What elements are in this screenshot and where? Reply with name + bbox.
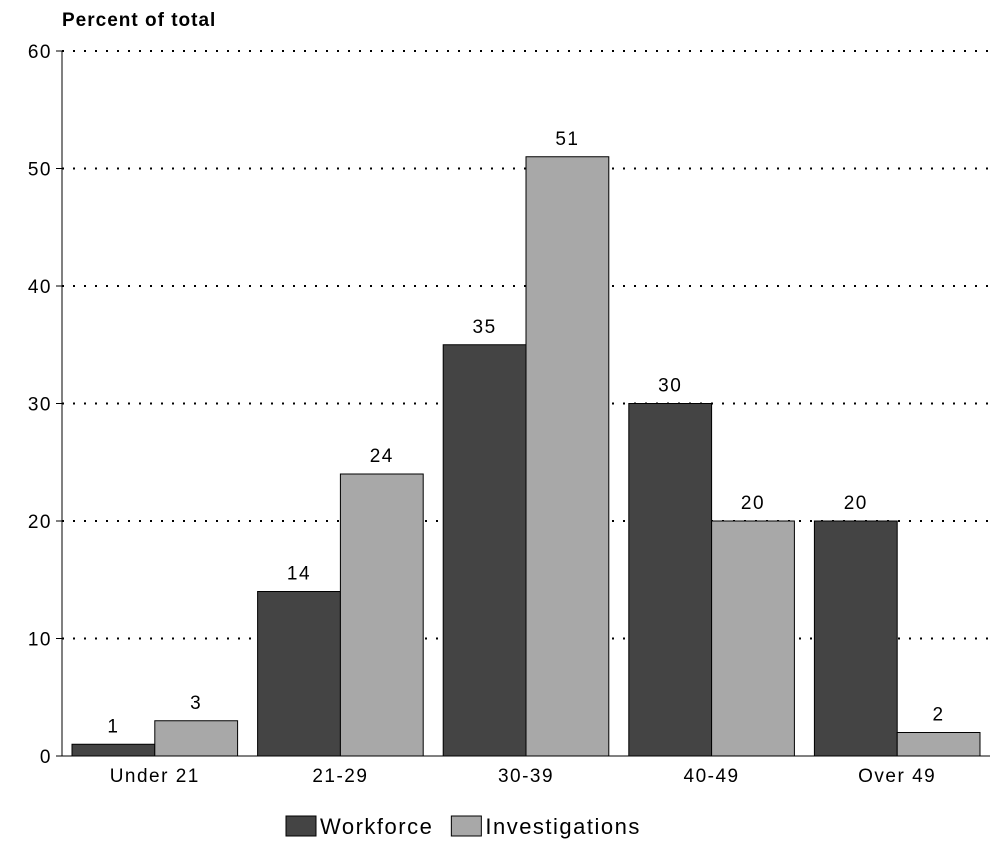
axes: 0 10 20 30 40 50 60 Under 21 21-29 30-39 40-49 Over…: [28, 42, 990, 787]
bar-workforce-2: [442, 344, 527, 757]
legend-swatch-investigations: [450, 815, 482, 837]
bar-workforce-4: [813, 520, 898, 757]
data-label: 30: [658, 376, 682, 397]
data-label: 20: [844, 493, 868, 514]
y-tick-label: 30: [28, 395, 52, 416]
data-label: 35: [473, 317, 497, 338]
y-axis-title: Percent of total: [62, 10, 216, 31]
y-tick-label: 0: [40, 747, 52, 768]
y-tick-label: 60: [28, 42, 52, 63]
legend-label-workforce: Workforce: [320, 814, 433, 839]
x-tick-label: 21-29: [312, 766, 368, 787]
bar-investigations-1: [339, 473, 424, 757]
legend-swatch-workforce: [285, 815, 317, 837]
data-label: 14: [287, 564, 311, 585]
bar-investigations-0: [154, 720, 239, 757]
bar-workforce-3: [628, 403, 713, 757]
bar-investigations-4: [896, 732, 981, 757]
y-tick-label: 50: [28, 160, 52, 181]
data-label: 24: [370, 446, 394, 467]
x-tick-label: Under 21: [110, 766, 200, 787]
data-label: 51: [555, 129, 579, 150]
x-tick-label: Over 49: [858, 766, 936, 787]
data-labels: 1 3 14 24 35 51 30 20 20 2: [107, 129, 945, 738]
data-label: 20: [741, 493, 765, 514]
y-tick-label: 20: [28, 512, 52, 533]
data-label: 3: [190, 693, 202, 714]
x-tick-label: 40-49: [684, 766, 740, 787]
bar-investigations-3: [711, 520, 795, 757]
data-label: 1: [107, 716, 119, 737]
bars: [71, 156, 981, 757]
y-tick-label: 40: [28, 277, 52, 298]
y-tick-label: 10: [28, 630, 52, 651]
legend: Workforce Investigations: [285, 814, 641, 839]
data-label: 2: [933, 705, 945, 726]
x-tick-label: 30-39: [498, 766, 554, 787]
bar-workforce-1: [257, 591, 341, 757]
bar-workforce-0: [71, 743, 156, 757]
bar-investigations-2: [525, 156, 610, 757]
legend-label-investigations: Investigations: [485, 814, 641, 839]
